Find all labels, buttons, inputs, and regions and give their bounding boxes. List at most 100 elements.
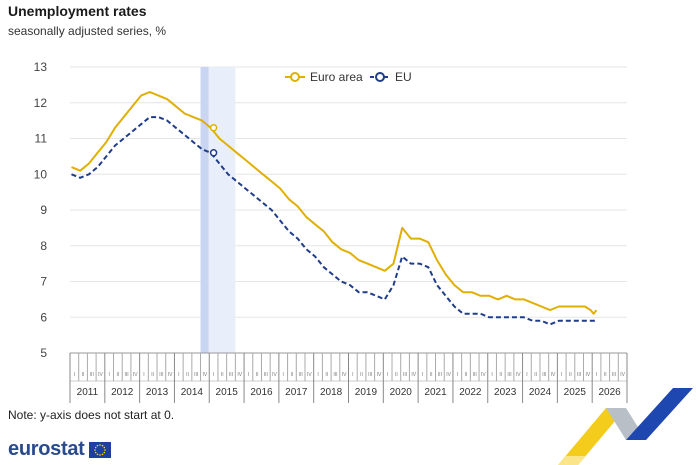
flag-star: [98, 443, 101, 446]
footnote: Note: y-axis does not start at 0.: [8, 408, 175, 422]
x-year-label: 2015: [216, 387, 239, 398]
eu-flag-icon: [88, 441, 111, 458]
quarter-label: IV: [98, 372, 103, 378]
quarter-label: II: [534, 372, 537, 378]
eurostat-logo[interactable]: eurostat: [8, 438, 111, 461]
quarter-label: III: [333, 372, 337, 378]
quarter-label: IV: [516, 372, 521, 378]
decorative-stripes-icon: [558, 388, 693, 465]
quarter-label: IV: [411, 372, 416, 378]
quarter-label: III: [507, 372, 511, 378]
quarter-label: II: [151, 372, 154, 378]
quarter-label: II: [395, 372, 398, 378]
quarter-label: III: [159, 372, 163, 378]
quarter-label: III: [368, 372, 372, 378]
flag-star: [103, 448, 106, 451]
quarter-label: I: [178, 372, 179, 378]
grid: [70, 66, 627, 354]
chart-subtitle: seasonally adjusted series, %: [8, 24, 167, 38]
quarter-label: II: [360, 372, 363, 378]
quarter-label: I: [457, 372, 458, 378]
x-year-label: 2021: [424, 387, 447, 398]
x-year-label: 2024: [529, 387, 552, 398]
legend[interactable]: Euro area EU: [285, 70, 412, 84]
y-tick-label: 9: [40, 203, 47, 217]
quarter-label: II: [256, 372, 259, 378]
x-year-label: 2011: [77, 387, 99, 398]
quarter-label: II: [186, 372, 189, 378]
legend-marker-icon: [290, 72, 300, 82]
quarter-label: I: [596, 372, 597, 378]
x-year-label: 2016: [250, 387, 273, 398]
quarter-label: I: [491, 372, 492, 378]
legend-marker-icon: [375, 72, 385, 82]
flag-field: [88, 441, 111, 458]
quarter-label: I: [283, 372, 284, 378]
y-tick-label: 10: [34, 167, 48, 181]
x-year-label: 2019: [355, 387, 378, 398]
quarter-label: II: [291, 372, 294, 378]
quarter-label: I: [74, 372, 75, 378]
series-marker[interactable]: [209, 149, 218, 157]
quarter-label: III: [124, 372, 128, 378]
flag-star: [101, 444, 103, 446]
x-year-label: 2014: [181, 387, 204, 398]
y-tick-label: 6: [40, 310, 47, 324]
y-tick-label: 5: [40, 346, 47, 360]
quarter-label: III: [299, 372, 303, 378]
flag-star: [101, 453, 103, 455]
flag-star: [103, 451, 105, 453]
legend-label: Euro area: [310, 70, 363, 84]
x-year-label: 2026: [598, 387, 621, 398]
legend-item-euro-area[interactable]: Euro area: [285, 70, 363, 84]
quarter-label: III: [90, 372, 94, 378]
x-year-label: 2022: [459, 387, 482, 398]
quarter-label: IV: [446, 372, 451, 378]
series-line-eu[interactable]: [71, 116, 597, 326]
quarter-label: III: [542, 372, 546, 378]
legend-item-eu[interactable]: EU: [370, 70, 412, 84]
flag-star: [93, 448, 96, 451]
quarter-label: I: [352, 372, 353, 378]
quarter-label: II: [325, 372, 328, 378]
series-line-euro-area[interactable]: [71, 91, 598, 315]
flag-star: [98, 453, 101, 456]
quarter-label: IV: [342, 372, 347, 378]
x-year-label: 2017: [285, 387, 308, 398]
quarter-label: III: [612, 372, 616, 378]
quarter-label: III: [577, 372, 581, 378]
chart-title: Unemployment rates: [8, 3, 147, 19]
x-year-label: 2012: [111, 387, 134, 398]
quarter-label: II: [82, 372, 85, 378]
flag-star: [94, 451, 96, 453]
quarter-label: I: [108, 372, 109, 378]
quarter-label: I: [526, 372, 527, 378]
y-tick-label: 8: [40, 239, 47, 253]
y-tick-label: 7: [40, 275, 47, 289]
y-tick-label: 13: [34, 60, 48, 74]
flag-star: [96, 444, 98, 446]
x-year-label: 2018: [320, 387, 343, 398]
flag-star: [96, 453, 98, 455]
quarter-label: I: [422, 372, 423, 378]
quarter-label: III: [194, 372, 198, 378]
x-year-label: 2025: [564, 387, 587, 398]
quarter-label: II: [604, 372, 607, 378]
quarter-label: I: [561, 372, 562, 378]
series-marker[interactable]: [209, 124, 218, 132]
quarter-label: IV: [481, 372, 486, 378]
quarter-label: I: [143, 372, 144, 378]
quarter-label: IV: [203, 372, 208, 378]
quarter-label: I: [248, 372, 249, 378]
series: [71, 91, 598, 326]
logo-text: eurostat: [8, 438, 85, 460]
y-tick-label: 12: [34, 96, 48, 110]
y-axis: 5 6 7 8 9 10 11 12 13: [34, 60, 48, 360]
x-year-label: 2020: [390, 387, 413, 398]
quarter-label: III: [264, 372, 268, 378]
quarter-label: II: [116, 372, 119, 378]
quarter-label: IV: [272, 372, 277, 378]
legend-label: EU: [395, 70, 412, 84]
